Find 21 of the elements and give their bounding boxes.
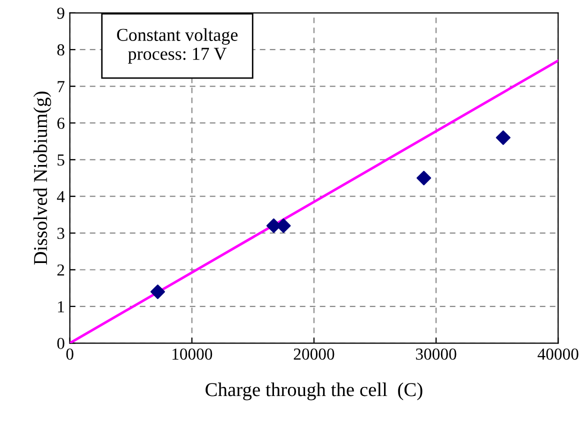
x-tick-label: 10000 bbox=[172, 348, 212, 360]
x-tick-label: 20000 bbox=[294, 348, 334, 360]
point bbox=[150, 284, 166, 300]
annotation: Constant voltage process: 17 V bbox=[117, 28, 238, 64]
y-axis-title: Dissolved Niobium(g) bbox=[33, 92, 52, 265]
y-tick-label: 7 bbox=[58, 81, 64, 92]
y-tick-label: 9 bbox=[57, 8, 64, 19]
y-tick-label: 3 bbox=[57, 228, 64, 240]
y-tick-label: 5 bbox=[58, 154, 64, 166]
y-tick-label: 2 bbox=[57, 264, 64, 276]
y-tick-label: 4 bbox=[56, 191, 65, 202]
y-tick-label: 6 bbox=[57, 118, 64, 129]
y-tick-label: 1 bbox=[58, 301, 64, 312]
point bbox=[416, 170, 432, 186]
x-axis-title: Charge through the cell (C) bbox=[206, 382, 422, 400]
point bbox=[496, 130, 510, 145]
y-tick-label: 8 bbox=[57, 44, 64, 56]
x-tick-label: 30000 bbox=[416, 348, 456, 360]
x-tick-label: 0 bbox=[66, 348, 74, 360]
x-tick-label: 40000 bbox=[538, 348, 578, 360]
y-tick-label: 0 bbox=[57, 338, 64, 350]
